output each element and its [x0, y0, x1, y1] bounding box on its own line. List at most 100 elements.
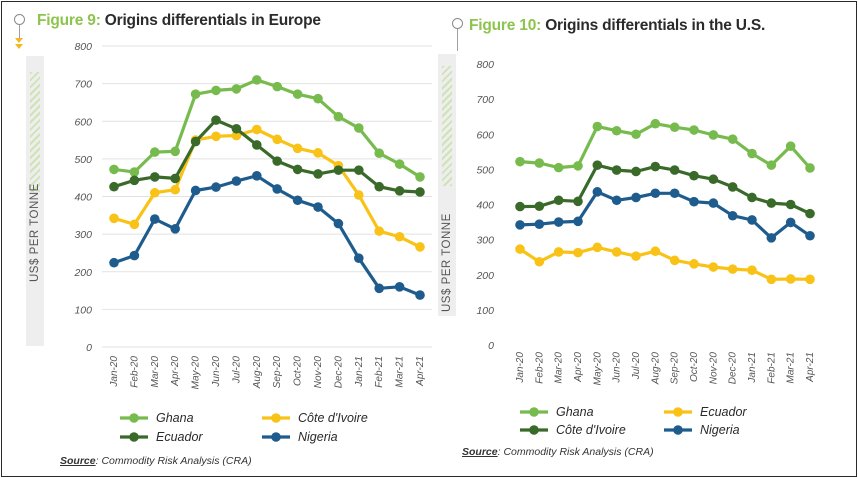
figure-9-title: Figure 9: Origins differentials in Europ…: [37, 12, 321, 30]
data-point: [515, 201, 525, 212]
series-line: [113, 174, 421, 297]
data-point: [292, 195, 303, 206]
y-tick-label: 400: [476, 200, 494, 212]
x-tick-label: Dec-20: [728, 352, 739, 385]
legend-item: Ghana: [120, 411, 194, 425]
x-tick-label: Feb-20: [534, 352, 545, 384]
series-line: [113, 78, 421, 179]
x-tick-label: Apr-21: [805, 352, 816, 383]
x-tick-label: May-20: [191, 356, 202, 390]
data-point: [129, 167, 140, 177]
data-point: [553, 217, 564, 227]
data-point: [553, 162, 564, 173]
x-tick-label: Jul-20: [231, 356, 242, 385]
data-point: [150, 187, 160, 198]
decorative-hatch: [442, 66, 452, 186]
data-point: [785, 217, 796, 228]
data-point: [766, 233, 777, 243]
x-tick-label: Jan-20: [515, 352, 526, 384]
data-point: [211, 115, 221, 125]
legend-label: Ghana: [556, 405, 594, 419]
data-point: [211, 85, 221, 96]
chevron-down-icon: [15, 44, 23, 49]
data-point: [292, 143, 303, 154]
data-point: [374, 283, 385, 294]
source-note: Source: Commodity Risk Analysis (CRA): [462, 446, 654, 458]
data-point: [150, 172, 160, 182]
data-point: [292, 89, 303, 99]
data-point: [231, 84, 242, 94]
figure-10-title: Figure 10: Origins differentials in the …: [469, 17, 765, 35]
data-point: [689, 259, 699, 269]
source-text: : Commodity Risk Analysis (CRA): [95, 455, 252, 467]
data-point: [354, 123, 364, 133]
x-tick-label: Aug-20: [650, 352, 661, 386]
series-line: [519, 122, 812, 170]
data-point: [669, 188, 680, 199]
data-point: [109, 164, 119, 175]
data-point: [313, 148, 323, 158]
data-point: [170, 146, 180, 157]
data-point: [766, 274, 777, 285]
source-label: Source: [462, 446, 498, 458]
data-point: [747, 192, 757, 203]
data-point: [747, 148, 757, 159]
y-tick-label: 700: [476, 94, 494, 106]
y-tick-label: 200: [475, 270, 494, 282]
data-point: [313, 202, 323, 212]
x-tick-label: Apr-21: [415, 356, 426, 387]
data-point: [592, 160, 603, 170]
data-point: [515, 244, 525, 254]
data-point: [333, 165, 344, 175]
data-point: [354, 253, 364, 264]
data-point: [333, 111, 344, 122]
data-point: [170, 173, 180, 184]
figure-9-title-text: Origins differentials in Europe: [104, 12, 321, 29]
y-tick-label: 100: [74, 304, 92, 316]
data-point: [374, 226, 385, 236]
legend-swatch-marker: [673, 407, 683, 417]
y-tick-label: 300: [476, 235, 494, 247]
data-point: [251, 75, 262, 85]
data-point: [251, 140, 262, 150]
data-point: [251, 124, 262, 135]
legend-swatch-marker: [129, 413, 139, 423]
data-point: [727, 264, 738, 274]
data-point: [650, 188, 661, 199]
bullet-pin-icon: [452, 18, 463, 29]
series-line: [519, 163, 811, 216]
x-tick-label: Mar-20: [554, 352, 565, 384]
figure-10-title-text: Origins differentials in the U.S.: [545, 17, 766, 34]
data-point: [727, 210, 738, 221]
legend-label: Nigeria: [700, 423, 740, 437]
data-point: [611, 247, 622, 257]
legend-swatch-marker: [271, 432, 281, 442]
data-point: [592, 187, 603, 197]
legend-item: Nigeria: [262, 430, 338, 444]
y-tick-label: 600: [74, 116, 92, 128]
x-tick-label: Aug-20: [252, 356, 263, 390]
data-point: [534, 219, 545, 229]
data-point: [170, 224, 180, 234]
data-point: [313, 93, 323, 104]
data-point: [415, 290, 425, 300]
data-point: [805, 230, 815, 241]
data-point: [415, 187, 425, 197]
legend-item: Ecuador: [120, 430, 203, 444]
legend-label: Ecuador: [700, 405, 747, 419]
data-point: [708, 130, 719, 140]
data-point: [805, 163, 815, 173]
y-tick-label: 0: [488, 340, 494, 352]
data-point: [805, 274, 815, 285]
x-tick-label: Jun-20: [612, 352, 623, 384]
legend-item: Ecuador: [664, 405, 747, 419]
data-point: [553, 247, 564, 257]
europe-line-chart: 0 100 200 300 400 500 600 700 800 Jan-20 Feb-20 Mar…: [73, 41, 432, 444]
data-point: [150, 147, 160, 157]
data-point: [272, 156, 283, 166]
data-point: [354, 165, 364, 175]
legend-swatch-marker: [673, 425, 683, 435]
data-point: [747, 265, 757, 275]
data-point: [534, 256, 545, 267]
